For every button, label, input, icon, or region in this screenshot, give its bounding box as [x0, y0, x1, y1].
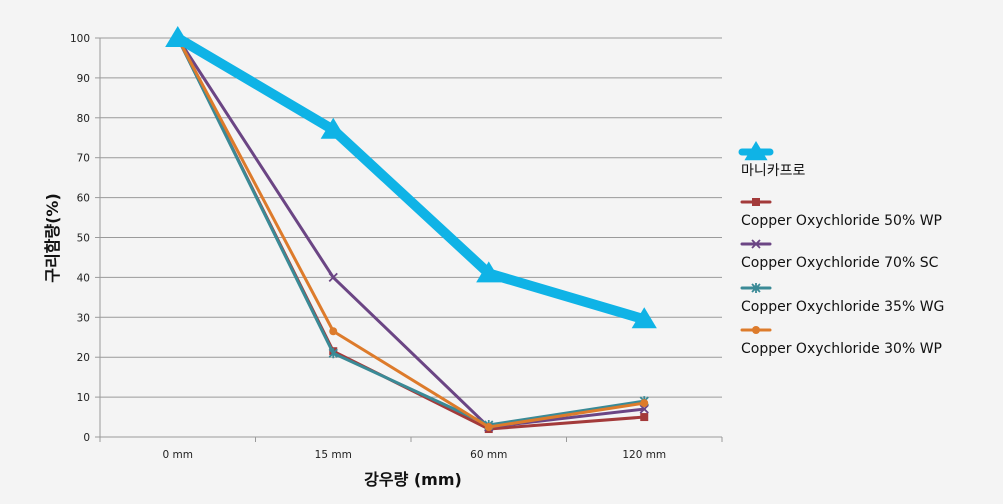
data-point-x [751, 239, 761, 249]
series-3 [173, 33, 649, 431]
legend-label: Copper Oxychloride 30% WP [741, 341, 942, 357]
legend: 마니카프로 Copper Oxychloride 50% WP Copper Oxy… [738, 141, 944, 357]
legend-label: 마니카프로 [741, 163, 806, 179]
series-line [176, 36, 646, 429]
data-point-triangle [476, 261, 502, 283]
gridlines [100, 37, 722, 438]
data-point-triangle [165, 26, 191, 47]
data-series [165, 26, 657, 434]
data-point-circle [329, 327, 338, 336]
y-tick-label: 40 [77, 272, 90, 284]
data-point-star [751, 283, 761, 293]
data-point-square [640, 413, 649, 422]
series-0 [165, 26, 657, 329]
legend-label: Copper Oxychloride 35% WG [741, 299, 944, 315]
data-point-x [328, 272, 338, 283]
data-point-circle [752, 326, 760, 334]
x-tick-label: 120 mm [622, 449, 666, 461]
legend-item: Copper Oxychloride 35% WG [740, 283, 944, 315]
legend-label: Copper Oxychloride 50% WP [741, 213, 942, 229]
axes: 0 10 20 30 40 50 60 70 80 90 100 0 mm 15 mm 60 mm 120 … [70, 33, 723, 461]
y-tick-label: 50 [77, 233, 90, 245]
y-tick-label: 60 [77, 193, 90, 205]
y-tick-label: 90 [77, 73, 90, 85]
series-2 [173, 33, 649, 432]
x-axis-title: 강우량 (mm) [364, 470, 462, 489]
data-point-circle [640, 399, 649, 408]
x-tick-label: 60 mm [470, 449, 507, 461]
data-point-x [639, 404, 649, 414]
y-axis-title: 구리함량(%) [43, 193, 62, 283]
y-tick-label: 20 [77, 352, 90, 364]
x-tick-label: 15 mm [315, 449, 352, 461]
y-tick-label: 0 [83, 432, 90, 444]
data-point-square [752, 198, 760, 206]
y-tick-label: 100 [70, 33, 90, 45]
series-line [176, 36, 646, 427]
data-point-star [328, 348, 338, 359]
legend-item: Copper Oxychloride 70% SC [740, 239, 939, 271]
y-tick-label: 30 [77, 312, 90, 324]
y-tick-label: 80 [77, 113, 90, 125]
legend-item: Copper Oxychloride 50% WP [740, 198, 942, 229]
series-4 [173, 34, 649, 432]
series-line [176, 36, 646, 429]
series-1 [173, 34, 649, 434]
series-line [176, 36, 646, 431]
data-point-triangle [320, 117, 346, 139]
data-point-triangle [631, 307, 657, 329]
legend-label: Copper Oxychloride 70% SC [741, 255, 939, 271]
series-line [172, 33, 650, 325]
data-point-circle [484, 423, 493, 432]
legend-item: Copper Oxychloride 30% WP [740, 326, 942, 357]
y-tick-label: 10 [77, 392, 90, 404]
x-tick-label: 0 mm [163, 449, 193, 461]
legend-item: 마니카프로 [738, 141, 806, 179]
y-tick-label: 70 [77, 153, 90, 165]
data-point-triangle [744, 141, 768, 161]
